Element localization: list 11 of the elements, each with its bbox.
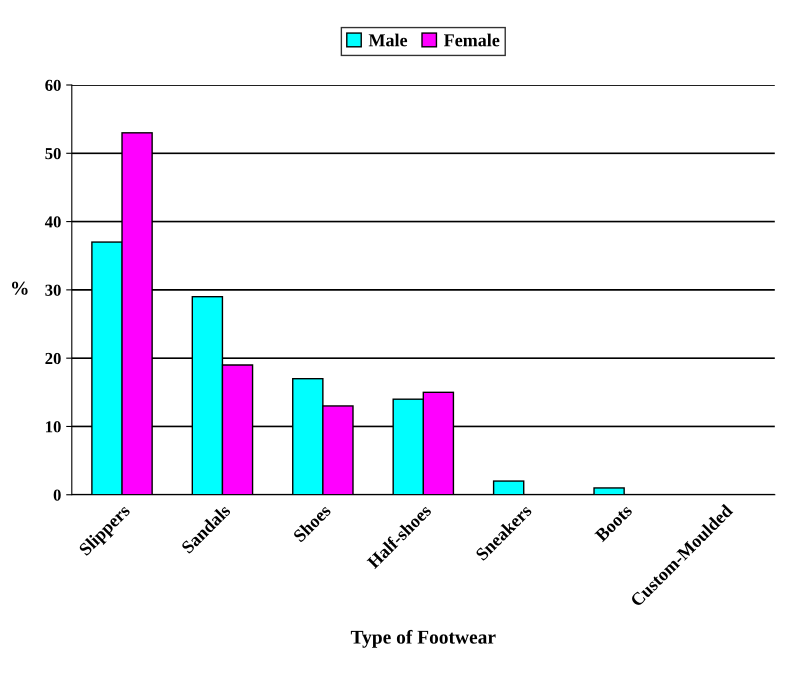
y-tick-label: 50 [45,148,61,160]
legend-label: Female [444,34,500,46]
y-tick-label: 60 [45,80,61,91]
y-tick-label: 0 [54,489,61,501]
x-axis-title: Type of Footwear [350,630,496,648]
y-tick-label: 40 [44,216,61,228]
y-tick-label: 30 [45,284,61,296]
y-tick-label: 10 [46,421,61,432]
y-axis-title: % [12,282,28,295]
legend-label: Male [368,34,408,46]
y-tick-label: 20 [45,352,61,364]
